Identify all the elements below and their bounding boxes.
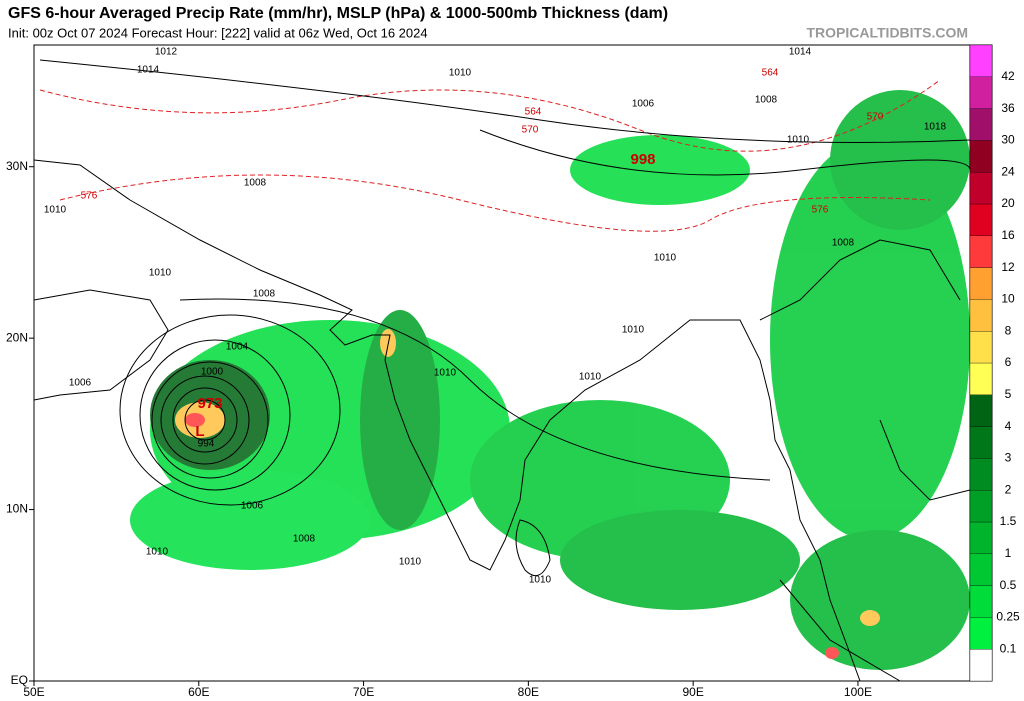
- contour-label: 1010: [787, 135, 810, 146]
- colorbar-swatch: [969, 617, 993, 650]
- x-tick-label: 90E: [682, 685, 703, 699]
- contour-label: 1004: [226, 342, 249, 353]
- contour-label: 1010: [622, 325, 645, 336]
- colorbar-swatch: [969, 235, 993, 268]
- x-tick-label: 50E: [23, 685, 44, 699]
- colorbar-label: 20: [1001, 196, 1015, 210]
- contour-label: 576: [81, 191, 98, 202]
- colorbar-swatch: [969, 108, 993, 141]
- contour-label: 1006: [241, 501, 264, 512]
- colorbar-swatch: [969, 458, 993, 491]
- contour-label: 1008: [832, 238, 855, 249]
- x-tick-label: 80E: [518, 685, 539, 699]
- colorbar-swatch: [969, 203, 993, 236]
- colorbar-swatch: [969, 362, 993, 395]
- colorbar-swatch: [969, 521, 993, 554]
- contour-label: 1014: [137, 65, 160, 76]
- contour-label: 1008: [755, 95, 778, 106]
- colorbar-swatch: [969, 299, 993, 332]
- colorbar-swatch: [969, 426, 993, 459]
- colorbar-swatch: [969, 267, 993, 300]
- contour-label: 1010: [654, 253, 677, 264]
- contour-label: 973: [197, 395, 222, 412]
- contour-label: 576: [812, 205, 829, 216]
- colorbar-swatch: [969, 44, 993, 77]
- cyclone-isobars: [119, 314, 341, 506]
- colorbar-label: 8: [1005, 323, 1012, 337]
- y-tick-label: 20N: [6, 330, 28, 344]
- contour-label: 570: [522, 125, 539, 136]
- thickness-lines: [39, 79, 941, 232]
- y-tick-label: 10N: [6, 502, 28, 516]
- colorbar-swatch: [969, 76, 993, 109]
- source: TROPICALTIDBITS.COM: [806, 25, 968, 41]
- contour-label: 1008: [293, 534, 316, 545]
- contour-label: 1010: [149, 268, 172, 279]
- colorbar-swatch: [969, 140, 993, 173]
- contour-label: 998: [630, 151, 655, 168]
- contour-label: 1012: [155, 47, 178, 58]
- contour-label: 1010: [529, 575, 552, 586]
- contour-label: L: [195, 423, 204, 440]
- contour-label: 1008: [253, 289, 276, 300]
- colorbar-label: 42: [1001, 69, 1015, 83]
- colorbar-label: 0.5: [1000, 578, 1017, 592]
- coastlines: [33, 159, 971, 682]
- contour-label: 564: [762, 68, 779, 79]
- contour-label: 570: [867, 112, 884, 123]
- colorbar-swatch: [969, 490, 993, 523]
- colorbar-label: 6: [1005, 355, 1012, 369]
- colorbar-label: 12: [1001, 260, 1015, 274]
- contour-label: 564: [525, 107, 542, 118]
- colorbar-label: 5: [1005, 387, 1012, 401]
- colorbar-swatch: [969, 553, 993, 586]
- colorbar-swatch: [969, 649, 993, 682]
- contour-label: 1018: [924, 122, 947, 133]
- colorbar-swatch: [969, 394, 993, 427]
- x-tick-label: 100E: [844, 685, 872, 699]
- contour-label: 1000: [201, 367, 224, 378]
- colorbar-swatch: [969, 331, 993, 364]
- contour-label: 1010: [399, 557, 422, 568]
- x-tick-label: 60E: [188, 685, 209, 699]
- isobars: [39, 59, 971, 481]
- x-tick-label: 70E: [353, 685, 374, 699]
- subtitle: Init: 00z Oct 07 2024 Forecast Hour: [22…: [8, 25, 428, 40]
- colorbar-swatch: [969, 172, 993, 205]
- contour-label: 1010: [449, 68, 472, 79]
- title: GFS 6-hour Averaged Precip Rate (mm/hr),…: [8, 5, 668, 22]
- colorbar-label: 30: [1001, 133, 1015, 147]
- colorbar-label: 4: [1005, 419, 1012, 433]
- colorbar-swatch: [969, 585, 993, 618]
- colorbar-label: 0.25: [996, 610, 1020, 624]
- contour-label: 1006: [632, 99, 655, 110]
- y-tick-label: EQ: [11, 673, 28, 687]
- colorbar-label: 24: [1001, 164, 1015, 178]
- contour-label: 1006: [69, 378, 92, 389]
- colorbar-label: 16: [1001, 228, 1015, 242]
- contour-label: 1010: [146, 547, 169, 558]
- precip: [130, 90, 970, 670]
- colorbar-label: 1.5: [1000, 514, 1017, 528]
- colorbar-label: 2: [1005, 482, 1012, 496]
- contour-label: 1008: [244, 178, 267, 189]
- colorbar-label: 10: [1001, 292, 1015, 306]
- contour-label: 1010: [44, 205, 67, 216]
- colorbar-label: 3: [1005, 451, 1012, 465]
- contour-label: 1014: [789, 47, 812, 58]
- colorbar-label: 36: [1001, 101, 1015, 115]
- colorbar-label: 1: [1005, 546, 1012, 560]
- colorbar-label: 0.1: [1000, 641, 1017, 655]
- y-tick-label: 30N: [6, 159, 28, 173]
- contour-label: 994: [198, 439, 215, 450]
- contour-label: 1010: [579, 372, 602, 383]
- contour-label: 1010: [434, 368, 457, 379]
